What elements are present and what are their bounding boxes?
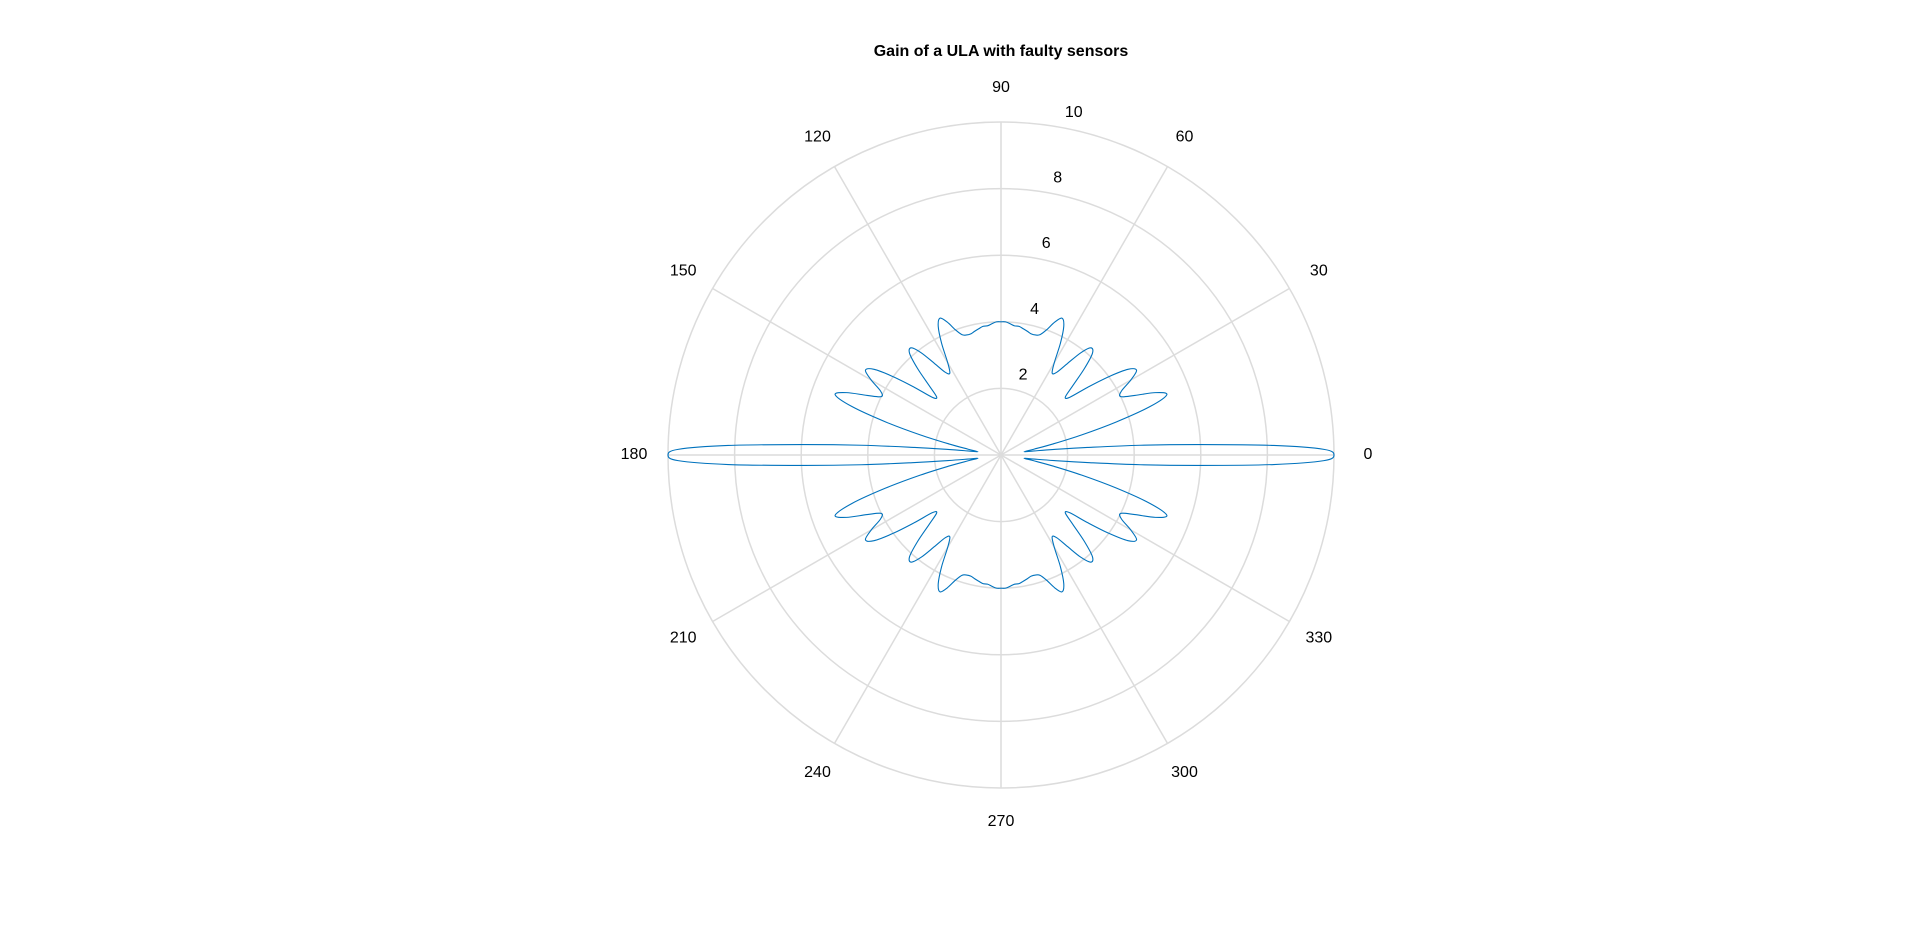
angle-tick-label-180: 180 [621, 446, 648, 463]
angle-tick-label-300: 300 [1171, 764, 1198, 781]
polar-grid [667, 121, 1335, 789]
radius-tick-label-10: 10 [1065, 104, 1083, 121]
chart-title: Gain of a ULA with faulty sensors [874, 43, 1129, 60]
angle-tick-label-210: 210 [670, 630, 697, 647]
angle-tick-label-0: 0 [1364, 446, 1373, 463]
radius-tick-label-8: 8 [1053, 170, 1062, 187]
grid-spoke-30 [1000, 287, 1290, 456]
angle-tick-label-330: 330 [1305, 630, 1332, 647]
angle-tick-label-150: 150 [670, 263, 697, 280]
axis-labels: 0 30 60 90 120 150 180 210 240 270 300 330 2 4 6 8 10 [621, 79, 1373, 830]
radius-tick-label-6: 6 [1042, 235, 1051, 252]
radius-tick-label-2: 2 [1019, 366, 1028, 383]
angle-tick-label-240: 240 [804, 764, 831, 781]
angle-tick-label-60: 60 [1176, 128, 1194, 145]
series-line-0 [667, 317, 1335, 593]
angle-tick-label-30: 30 [1310, 263, 1328, 280]
series-layer [667, 317, 1335, 593]
grid-spoke-300 [1000, 454, 1169, 744]
grid-spoke-330 [1000, 454, 1290, 623]
angle-tick-label-90: 90 [992, 79, 1010, 96]
grid-spoke-120 [833, 166, 1002, 456]
angle-tick-label-120: 120 [804, 128, 831, 145]
grid-spoke-240 [833, 454, 1002, 744]
grid-spoke-60 [1000, 166, 1169, 456]
angle-tick-label-270: 270 [988, 813, 1015, 830]
radius-tick-label-4: 4 [1030, 301, 1039, 318]
grid-spoke-150 [712, 287, 1002, 456]
grid-spoke-210 [712, 454, 1002, 623]
